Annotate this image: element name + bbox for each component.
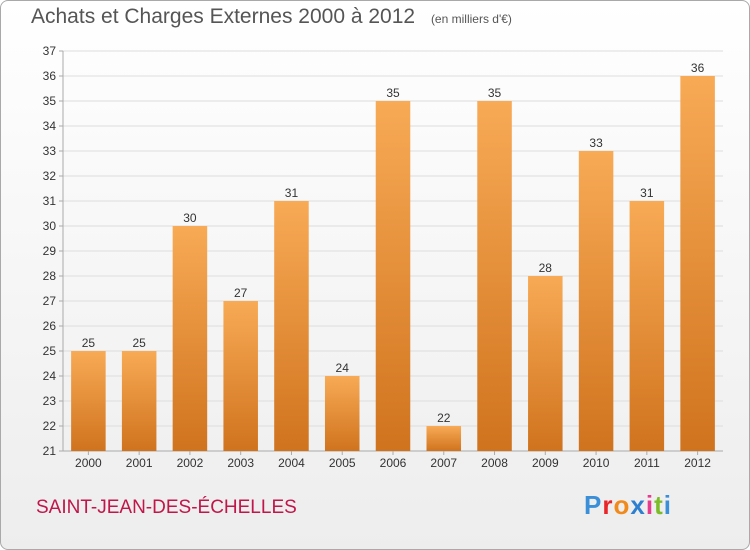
y-tick-label: 34 — [43, 119, 57, 133]
x-tick-label: 2007 — [430, 456, 457, 470]
y-tick-label: 26 — [43, 319, 57, 333]
x-tick-label: 2006 — [380, 456, 407, 470]
y-tick-label: 35 — [43, 94, 57, 108]
bar — [223, 301, 258, 451]
x-tick-label: 2010 — [583, 456, 610, 470]
y-tick-label: 31 — [43, 194, 57, 208]
proxiti-logo: Proxiti — [584, 490, 672, 521]
y-tick-label: 30 — [43, 219, 57, 233]
bar — [528, 276, 563, 451]
bar — [172, 226, 208, 451]
x-tick-label: 2001 — [126, 456, 153, 470]
x-tick-label: 2005 — [329, 456, 356, 470]
commune-name: SAINT-JEAN-DES-ÉCHELLES — [36, 497, 297, 518]
data-label: 33 — [589, 136, 603, 150]
y-tick-label: 33 — [43, 144, 57, 158]
data-label: 28 — [539, 261, 553, 275]
x-tick-label: 2008 — [481, 456, 508, 470]
bar — [426, 426, 462, 451]
y-tick-label: 29 — [43, 244, 57, 258]
logo-letter: x — [630, 490, 646, 520]
data-label: 24 — [336, 361, 350, 375]
y-tick-label: 23 — [43, 394, 57, 408]
y-tick-label: 24 — [43, 369, 57, 383]
bar — [71, 351, 106, 451]
logo-letter: P — [584, 490, 603, 520]
data-label: 30 — [183, 211, 197, 225]
bar — [629, 201, 665, 451]
y-tick-label: 27 — [43, 294, 57, 308]
chart-title: Achats et Charges Externes 2000 à 2012 (… — [31, 5, 512, 29]
unit-subtitle: (en milliers d'€) — [430, 12, 512, 26]
data-label: 35 — [386, 86, 400, 100]
bar — [578, 151, 614, 451]
y-axis: 21 22 23 24 25 26 27 28 29 30 31 32 33 34 35 36 37 — [43, 44, 63, 458]
y-tick-label: 32 — [43, 169, 57, 183]
data-label: 31 — [285, 186, 299, 200]
x-tick-label: 2004 — [278, 456, 305, 470]
y-tick-label: 22 — [43, 419, 57, 433]
y-tick-label: 36 — [43, 69, 57, 83]
logo-letter: i — [645, 490, 655, 520]
logo-letter: t — [654, 490, 664, 520]
logo-letter: o — [613, 490, 631, 520]
y-tick-label: 21 — [43, 444, 57, 458]
y-tick-label: 28 — [43, 269, 57, 283]
bar — [375, 101, 411, 451]
x-tick-label: 2002 — [177, 456, 204, 470]
data-label: 35 — [488, 86, 502, 100]
logo-letter: r — [602, 490, 614, 520]
data-label: 25 — [132, 336, 146, 350]
x-tick-label: 2009 — [532, 456, 559, 470]
bar — [324, 376, 360, 451]
x-tick-label: 2003 — [227, 456, 254, 470]
bar — [477, 101, 512, 451]
data-label: 22 — [437, 411, 451, 425]
data-label: 25 — [82, 336, 96, 350]
x-axis: 2000 2001 2002 2003 2004 2005 2006 2007 2008 2009… — [75, 451, 711, 470]
data-label: 36 — [691, 61, 705, 75]
x-tick-label: 2011 — [634, 456, 660, 470]
y-tick-label: 25 — [43, 344, 57, 358]
data-label: 31 — [640, 186, 654, 200]
logo-letter: i — [663, 490, 672, 520]
y-tick-label: 37 — [43, 44, 57, 58]
x-tick-label: 2012 — [684, 456, 711, 470]
title-text: Achats et Charges Externes 2000 à 2012 — [31, 5, 416, 28]
bars: 25 25 30 27 31 24 35 22 35 28 33 31 36 — [71, 61, 715, 451]
bar — [680, 76, 715, 451]
bar — [121, 351, 157, 451]
x-tick-label: 2000 — [75, 456, 102, 470]
bar — [274, 201, 309, 451]
data-label: 27 — [234, 286, 248, 300]
